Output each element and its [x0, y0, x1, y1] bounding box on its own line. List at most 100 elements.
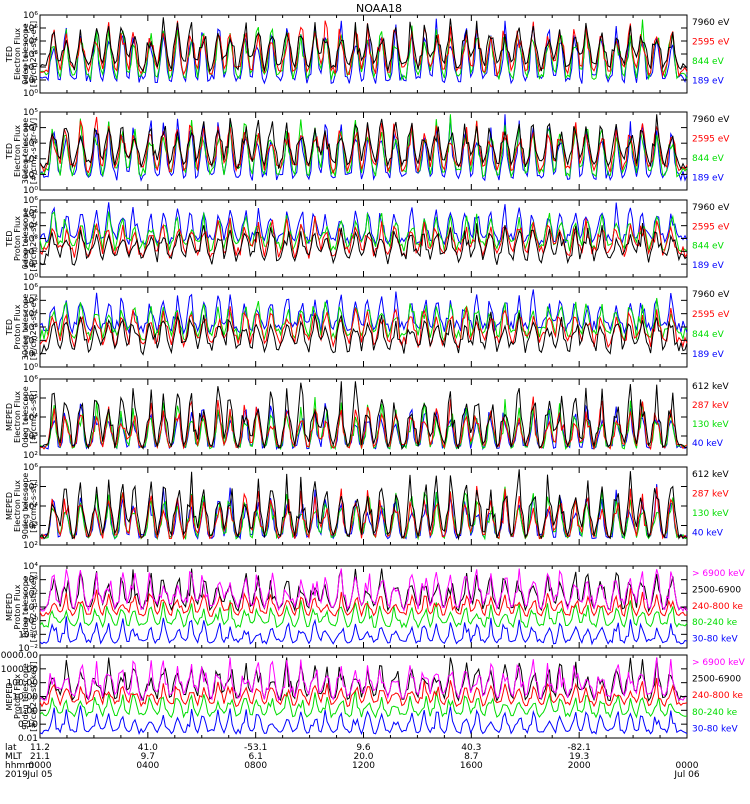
y-tick-label: 10⁴: [23, 37, 38, 47]
y-axis-label: [#/cm2-s-str-keV]: [29, 661, 38, 732]
panel-3: 10⁰ 10¹ 10² 10³ 10⁴ 10⁵ 10⁶ TED Proton Flux 0deg …: [5, 196, 730, 283]
y-axis-label: 30deg telescope: [21, 118, 30, 185]
y-axis-label: Electron Flux: [13, 28, 22, 80]
legend-entry: 844 eV: [692, 330, 725, 340]
y-tick-label: 100.00: [7, 679, 39, 689]
legend-entry: 844 eV: [692, 242, 725, 252]
y-axis-label: Proton Flux: [13, 674, 22, 719]
y-tick-label: 10³: [23, 50, 38, 60]
y-tick-label: 10²: [23, 63, 38, 73]
y-tick-label: 10⁰: [23, 617, 38, 627]
series-287-kev: [39, 396, 688, 451]
y-tick-label: 1000.00: [1, 665, 38, 675]
legend-entry: 30-80 keV: [692, 724, 738, 734]
y-axis-label: Electron Flux: [13, 125, 22, 177]
legend-entry: 7960 eV: [692, 203, 730, 213]
panel-2: 10⁰ 10¹ 10² 10³ 10⁴ 10⁵ TED Electron Flux 30deg …: [5, 108, 730, 196]
panel-7: 10⁻² 10⁻¹ 10⁰ 10¹ 10² 10³ 10⁴ MEPED Proton Flux 0…: [5, 562, 746, 654]
x-tick-label: 0000: [676, 761, 699, 771]
series-2595-ev: [39, 116, 688, 175]
y-axis-label: Proton Flux: [13, 304, 22, 349]
y-tick-label: 10²: [23, 336, 38, 346]
y-axis-label: TED: [5, 46, 14, 63]
legend-entry: 287 keV: [692, 401, 729, 411]
y-tick-label: 10⁻¹: [18, 630, 38, 640]
y-tick-label: 10⁰: [23, 363, 38, 373]
y-tick-label: 10³: [23, 323, 38, 333]
y-axis-label: [#/cm2-s-str-keV]: [29, 572, 38, 643]
x-tick-label: 9.7: [141, 752, 155, 762]
x-tick-label: 20.0: [353, 752, 373, 762]
y-tick-label: 10¹: [23, 350, 38, 360]
legend-entry: 844 eV: [692, 57, 725, 67]
series--6900-kev: [39, 657, 688, 702]
y-axis-label: TED: [5, 230, 14, 247]
y-tick-label: 10⁶: [23, 196, 38, 206]
y-tick-label: 10⁶: [23, 11, 38, 21]
legend-entry: 7960 eV: [692, 115, 730, 125]
series-189-ev: [39, 289, 688, 336]
y-tick-label: 10⁶: [23, 375, 38, 385]
y-tick-label: 10⁶: [23, 463, 38, 473]
legend-entry: 240-800 ke: [692, 691, 743, 701]
series-844-ev: [39, 114, 688, 179]
legend-entry: 40 keV: [692, 439, 724, 449]
y-tick-label: 10²: [23, 451, 38, 461]
y-tick-label: 10⁴: [23, 222, 38, 232]
legend-entry: 7960 eV: [692, 290, 730, 300]
panel-6: 10² 10³ 10⁴ 10⁵ 10⁶ MEPED Electron Flux 90deg t…: [5, 463, 729, 551]
y-axis-label: 90deg telescope: [21, 663, 30, 730]
y-tick-label: 10⁻²: [18, 644, 38, 654]
y-tick-label: 10¹: [23, 170, 38, 180]
x-row-label: hhmm: [5, 761, 34, 771]
legend-entry: 189 eV: [692, 261, 725, 271]
y-axis-label: 30deg telescope: [21, 294, 30, 361]
y-tick-label: 10²: [23, 247, 38, 257]
x-tick-label: 1600: [460, 761, 483, 771]
x-tick-label: 8.7: [464, 752, 478, 762]
x-tick-label: 0400: [136, 761, 159, 771]
y-tick-label: 10²: [23, 155, 38, 165]
legend-entry: 130 keV: [692, 509, 729, 519]
y-axis-label: 0deg telescope: [21, 208, 30, 269]
series-240-800-ke: [39, 588, 688, 618]
legend-entry: 40 keV: [692, 529, 724, 539]
y-axis-label: [#/cm2-s-str]: [29, 390, 38, 443]
y-axis-label: 90deg telescope: [21, 473, 30, 540]
x-tick-label: 19.3: [569, 752, 589, 762]
x-tick-label: 40.3: [461, 743, 481, 753]
y-axis-label: [#/cm2-s-str-eV]: [29, 294, 38, 360]
legend-entry: 80-240 ke: [692, 618, 738, 628]
series-240-800-ke: [39, 677, 688, 708]
legend-entry: 2595 eV: [692, 38, 730, 48]
x-tick-label: 21.1: [30, 752, 50, 762]
x-tick-label: 2000: [568, 761, 591, 771]
series-30-80-kev: [39, 705, 688, 736]
y-tick-label: 10³: [23, 432, 38, 442]
legend-entry: 189 eV: [692, 77, 725, 87]
series-80-240-ke: [39, 690, 688, 719]
legend-entry: 2595 eV: [692, 135, 730, 145]
legend-entry: 7960 eV: [692, 18, 730, 28]
y-axis-label: Proton Flux: [13, 216, 22, 261]
y-tick-label: 1.00: [18, 706, 38, 716]
y-tick-label: 10³: [23, 522, 38, 532]
y-tick-label: 10⁰: [23, 186, 38, 196]
legend-entry: 189 eV: [692, 350, 725, 360]
y-tick-label: 10⁵: [23, 24, 38, 34]
x-tick-label: 11.2: [30, 743, 50, 753]
legend-entry: 80-240 ke: [692, 708, 738, 718]
y-axis-label: [#/cm2-s-str-eV]: [29, 205, 38, 271]
y-axis-label: TED: [5, 143, 14, 160]
y-tick-label: 10⁴: [23, 562, 38, 572]
y-tick-label: 0.10: [18, 720, 38, 730]
legend-entry: 844 eV: [692, 154, 725, 164]
series-2595-ev: [39, 306, 688, 349]
y-tick-label: 0.01: [18, 734, 38, 744]
legend-entry: > 6900 keV: [692, 658, 746, 668]
y-axis-label: [#/cm2-s-str-eV]: [29, 21, 38, 87]
series-844-ev: [39, 211, 688, 253]
legend-entry: 240-800 ke: [692, 602, 743, 612]
y-tick-label: 10¹: [23, 260, 38, 270]
series-7960-ev: [39, 17, 688, 73]
